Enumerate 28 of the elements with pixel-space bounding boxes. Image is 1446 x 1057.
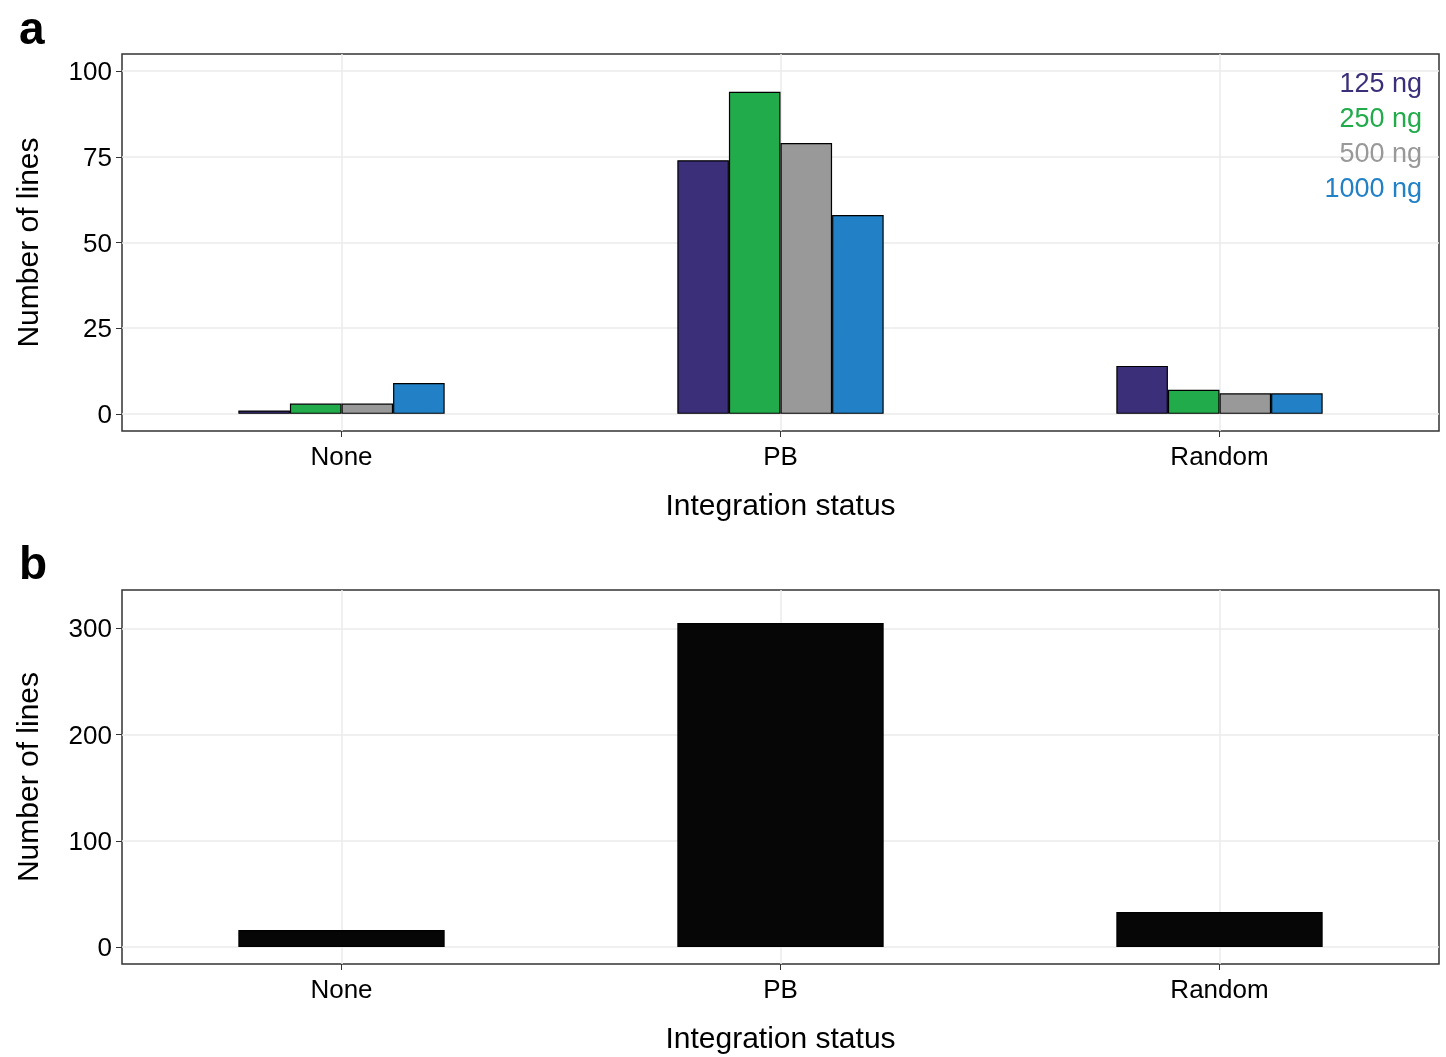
y-tick-label: 25	[83, 313, 112, 344]
y-tick-label: 100	[68, 56, 112, 87]
y-tick-label: 300	[68, 613, 112, 644]
x-tick-label: None	[310, 974, 373, 1004]
y-axis-title: Number of lines	[10, 137, 44, 348]
bar	[1116, 911, 1323, 947]
y-axis-title: Number of lines	[10, 671, 44, 883]
y-tick-label: 75	[83, 141, 112, 172]
text: 250 ng	[1339, 102, 1422, 133]
x-axis-title: Integration status	[665, 487, 896, 521]
x-tick-label: Random	[1170, 441, 1269, 471]
y-tick-label: 50	[83, 227, 112, 258]
chart-title: a	[19, 2, 45, 54]
bar	[677, 622, 884, 947]
x-tick-label: PB	[763, 974, 798, 1004]
x-tick-label: Random	[1170, 974, 1269, 1004]
text: 125 ng	[1339, 67, 1422, 98]
x-tick-label: None	[310, 441, 373, 471]
x-tick-label: PB	[763, 441, 798, 471]
y-tick-label: 200	[68, 719, 112, 750]
bar	[238, 930, 445, 947]
text: 500 ng	[1339, 137, 1422, 168]
text: 1000 ng	[1324, 172, 1422, 203]
x-axis-title: Integration status	[665, 1020, 896, 1054]
y-tick-label: 100	[68, 825, 112, 856]
y-tick-label: 0	[97, 932, 112, 962]
chart-title: b	[19, 537, 48, 589]
y-tick-label: 0	[97, 398, 112, 429]
